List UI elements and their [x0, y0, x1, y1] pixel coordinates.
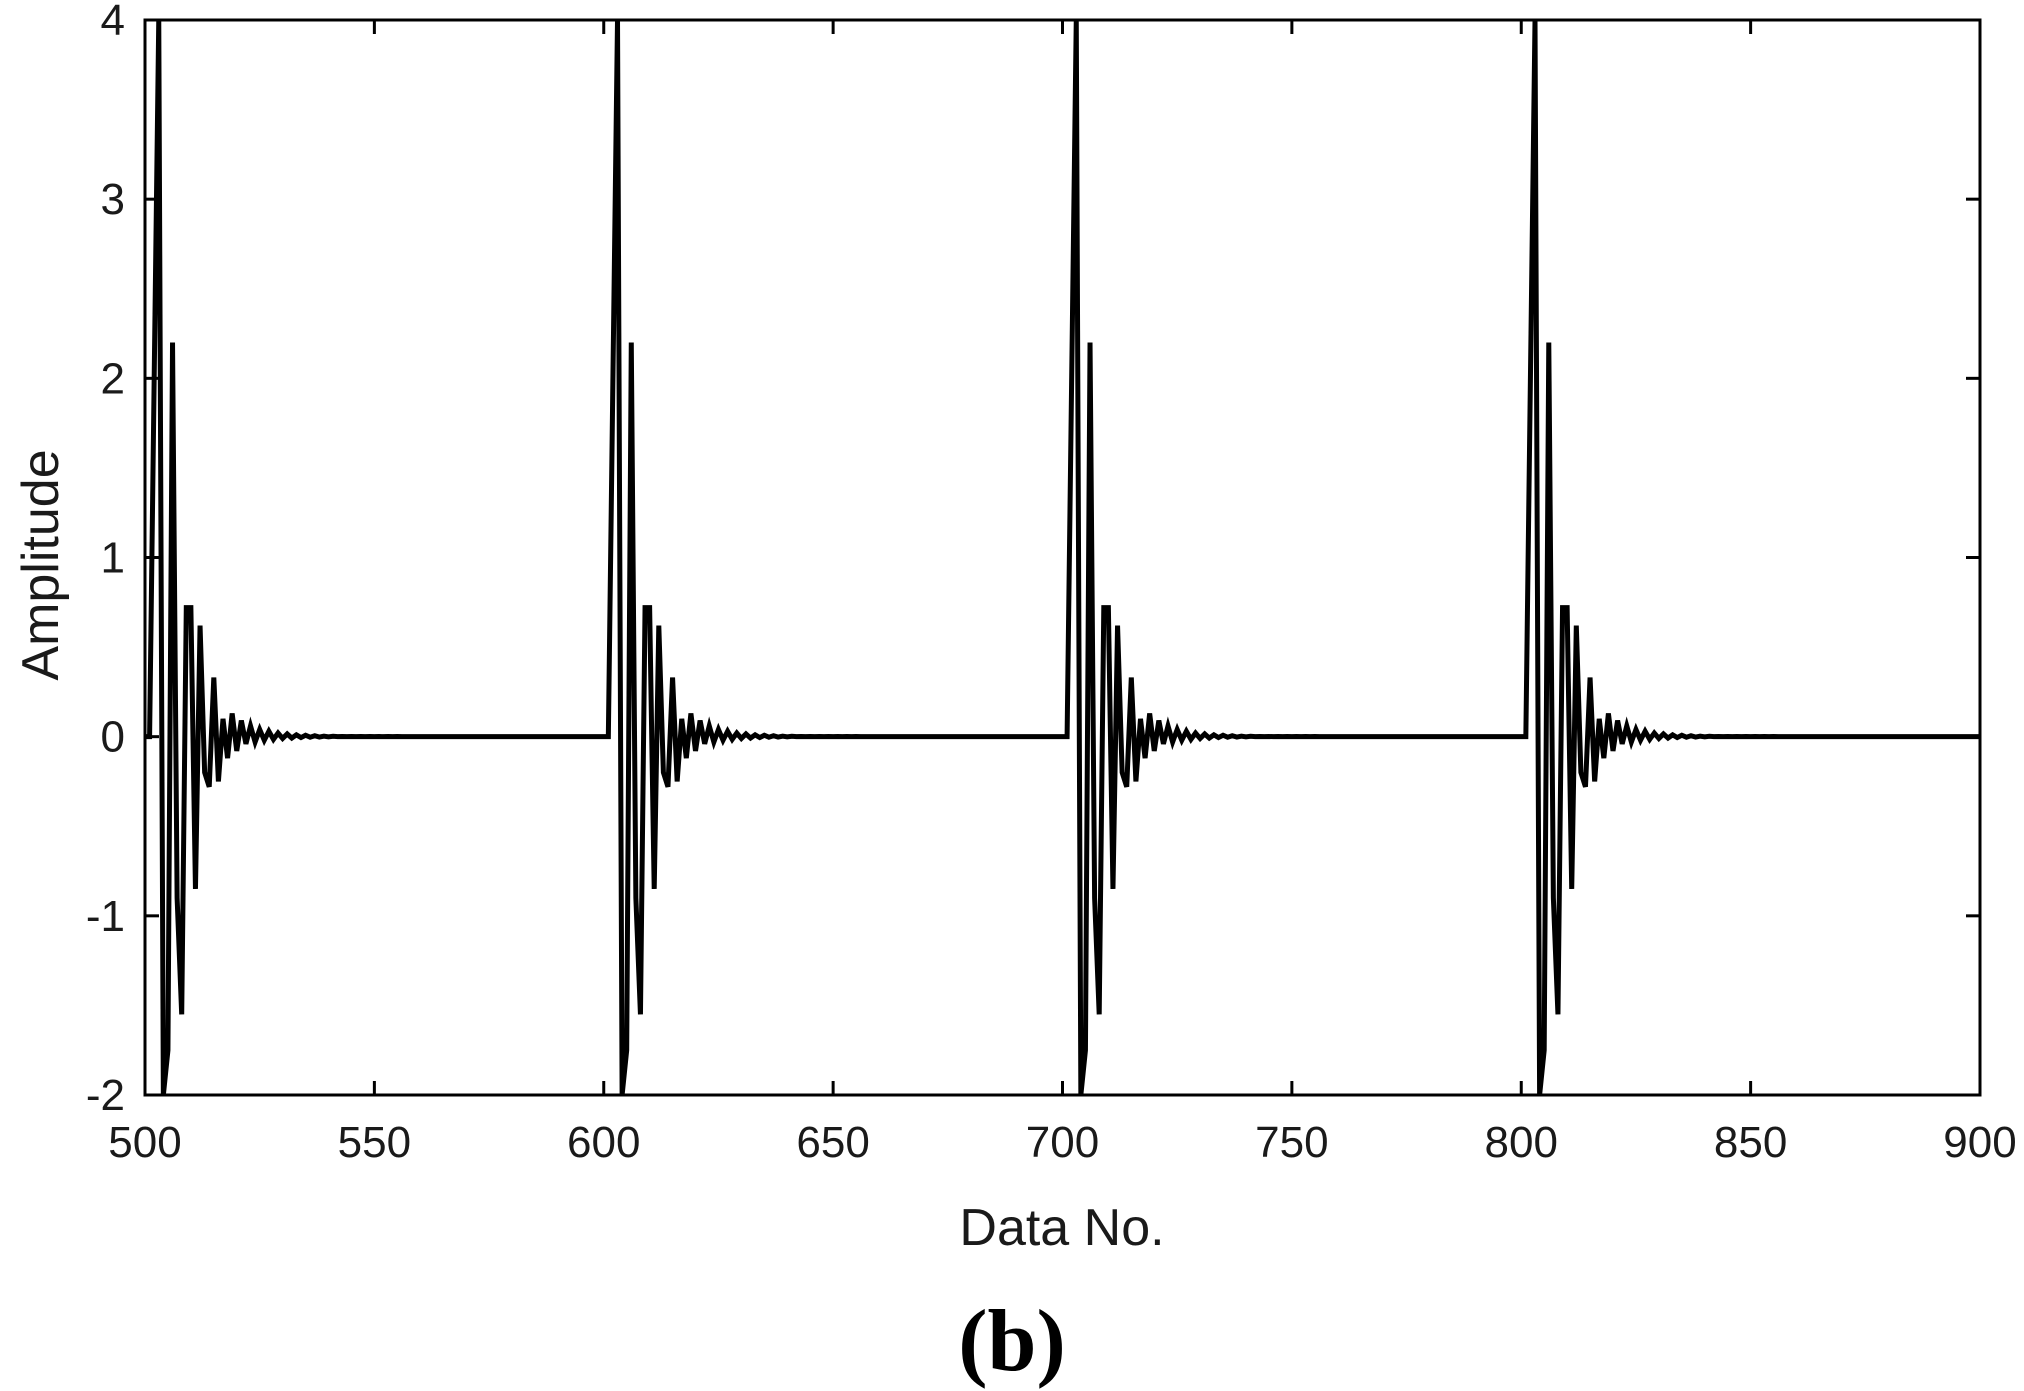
- y-tick-label: 1: [101, 534, 125, 583]
- x-tick-label: 650: [796, 1118, 869, 1167]
- y-tick-labels: -2 -1 0 1 2 3 4: [86, 0, 125, 1120]
- y-tick-label: -1: [86, 892, 125, 941]
- x-tick-labels: 500 550 600 650 700 750 800 850 900: [108, 1118, 2016, 1167]
- x-tick-label: 850: [1714, 1118, 1787, 1167]
- y-tick-label: 4: [101, 0, 125, 45]
- x-tick-label: 550: [338, 1118, 411, 1167]
- series-line: [145, 19, 1980, 1096]
- x-tick-label: 750: [1255, 1118, 1328, 1167]
- x-tick-label: 900: [1943, 1118, 2016, 1167]
- x-axis-label: Data No.: [959, 1199, 1164, 1257]
- y-tick-label: 3: [101, 175, 125, 224]
- y-tick-label: 0: [101, 713, 125, 762]
- x-tick-label: 500: [108, 1118, 181, 1167]
- panel-label: (b): [958, 1293, 1066, 1390]
- axis-ticks: [143, 18, 1982, 1097]
- x-tick-label: 800: [1485, 1118, 1558, 1167]
- y-axis-label: Amplitude: [12, 449, 70, 680]
- x-tick-label: 700: [1026, 1118, 1099, 1167]
- x-tick-label: 600: [567, 1118, 640, 1167]
- y-tick-label: 2: [101, 354, 125, 403]
- plot-area: [143, 18, 1982, 1097]
- y-tick-label: -2: [86, 1071, 125, 1120]
